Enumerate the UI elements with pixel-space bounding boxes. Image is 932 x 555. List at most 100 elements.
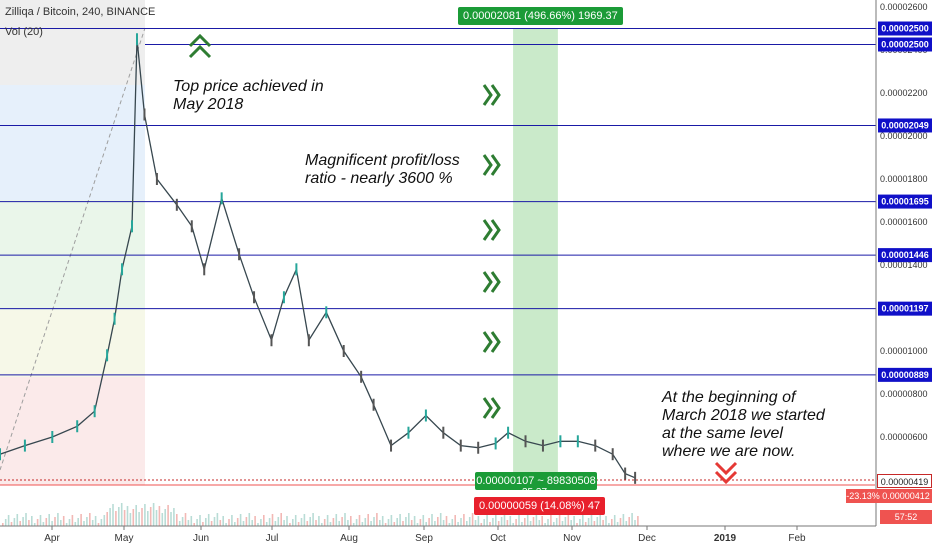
right-arrow-icon (482, 219, 493, 241)
volume-bar (303, 514, 306, 526)
volume-bar (448, 523, 451, 526)
level-badge (878, 118, 932, 133)
volume-bar (402, 521, 404, 526)
level-badge (878, 21, 932, 36)
volume-bar (416, 523, 419, 526)
down-arrow-icon (714, 461, 738, 485)
volume-bar (155, 510, 158, 526)
volume-bar (45, 518, 48, 526)
volume-bar (74, 522, 77, 526)
price-tick-label: 0.00001800 (880, 174, 928, 184)
volume-bar (199, 515, 201, 526)
volume-bar (80, 514, 82, 526)
volume-bar (283, 520, 285, 526)
volume-bar (306, 521, 309, 526)
level-badge (878, 194, 932, 209)
volume-bar (280, 513, 282, 526)
current-price-badge-2: 0.00000412 (880, 489, 932, 503)
month-label: Dec (638, 533, 656, 544)
volume-bar (451, 519, 454, 526)
right-arrow-icon (490, 397, 501, 419)
volume-bar (544, 523, 546, 526)
volume-bar (149, 507, 152, 526)
volume-bar (294, 515, 297, 526)
right-arrow-icon (490, 219, 501, 241)
volume-bar (437, 517, 439, 526)
volume-bar (410, 520, 413, 526)
volume-bar (318, 516, 320, 526)
volume-bar (364, 518, 367, 526)
volume-bar (91, 520, 94, 526)
volume-bar (77, 518, 79, 526)
volume-bar (184, 513, 187, 526)
volume-bar (355, 519, 358, 526)
volume-bar (289, 523, 291, 526)
level-badge (878, 301, 932, 316)
volume-bar (358, 515, 361, 526)
volume-bar (619, 518, 622, 526)
volume-bar (367, 514, 369, 526)
volume-bar (521, 522, 523, 526)
price-tick-label: 0.00002200 (880, 88, 928, 98)
volume-bar (495, 514, 497, 526)
volume-bar (94, 516, 97, 526)
volume-bar (274, 521, 277, 526)
volume-bar (315, 520, 317, 526)
volume-bar (341, 517, 343, 526)
trend-dashed-line (0, 27, 146, 471)
volume-bar (445, 516, 448, 526)
measure-bottom-label: 0.00000059 (14.08%) 47 (474, 497, 606, 515)
right-arrow-icon (490, 271, 501, 293)
volume-bar (71, 515, 74, 526)
volume-bar (219, 520, 222, 526)
price-series-line (0, 39, 636, 479)
volume-bar (376, 513, 378, 526)
volume-bar (579, 519, 581, 526)
volume-bar (141, 508, 143, 526)
volume-bar (567, 513, 570, 526)
volume-bar (468, 517, 471, 526)
level-badge (878, 37, 932, 52)
volume-bar (439, 513, 442, 526)
volume-bar (13, 518, 16, 526)
volume-bar (4, 519, 7, 526)
volume-bar (57, 513, 59, 526)
volume-bar (245, 517, 248, 526)
volume-bar (425, 522, 427, 526)
volume-bar (231, 515, 233, 526)
volume-bar (271, 514, 274, 526)
price-axis-bg (876, 0, 932, 550)
right-arrow-icon (482, 331, 493, 353)
volume-bar (178, 521, 181, 526)
volume-bar (239, 514, 242, 526)
volume-bar (33, 523, 36, 526)
price-tick-label: 0.00001000 (880, 346, 928, 356)
volume-bar (312, 513, 314, 526)
volume-bar (611, 519, 613, 526)
month-label: Jul (266, 533, 279, 544)
volume-bar (254, 516, 256, 526)
month-label: Aug (340, 533, 358, 544)
volume-bar (207, 514, 210, 526)
volume-bar (323, 519, 326, 526)
volume-bar (16, 514, 19, 526)
beginning-note: At the beginning of March 2018 we starte… (662, 389, 825, 460)
volume-bar (515, 519, 517, 526)
volume-bar (181, 517, 184, 526)
volume-bar (492, 518, 494, 526)
volume-bar (109, 508, 111, 526)
volume-bar (338, 521, 340, 526)
volume-bar (477, 516, 480, 526)
green-arrows (482, 84, 501, 419)
right-arrow-icon (482, 397, 493, 419)
volume-bar (541, 516, 543, 526)
volume-bar (309, 517, 311, 526)
volume-bar (602, 520, 604, 526)
right-arrow-icon (482, 154, 493, 176)
volume-bar (576, 523, 578, 526)
volume-bar (158, 506, 161, 526)
measure-top-label: 0.00002081 (496.66%) 1969.37 (458, 7, 623, 25)
volume-bar (65, 523, 68, 526)
volume-bar (434, 521, 436, 526)
volume-bar (260, 519, 262, 526)
